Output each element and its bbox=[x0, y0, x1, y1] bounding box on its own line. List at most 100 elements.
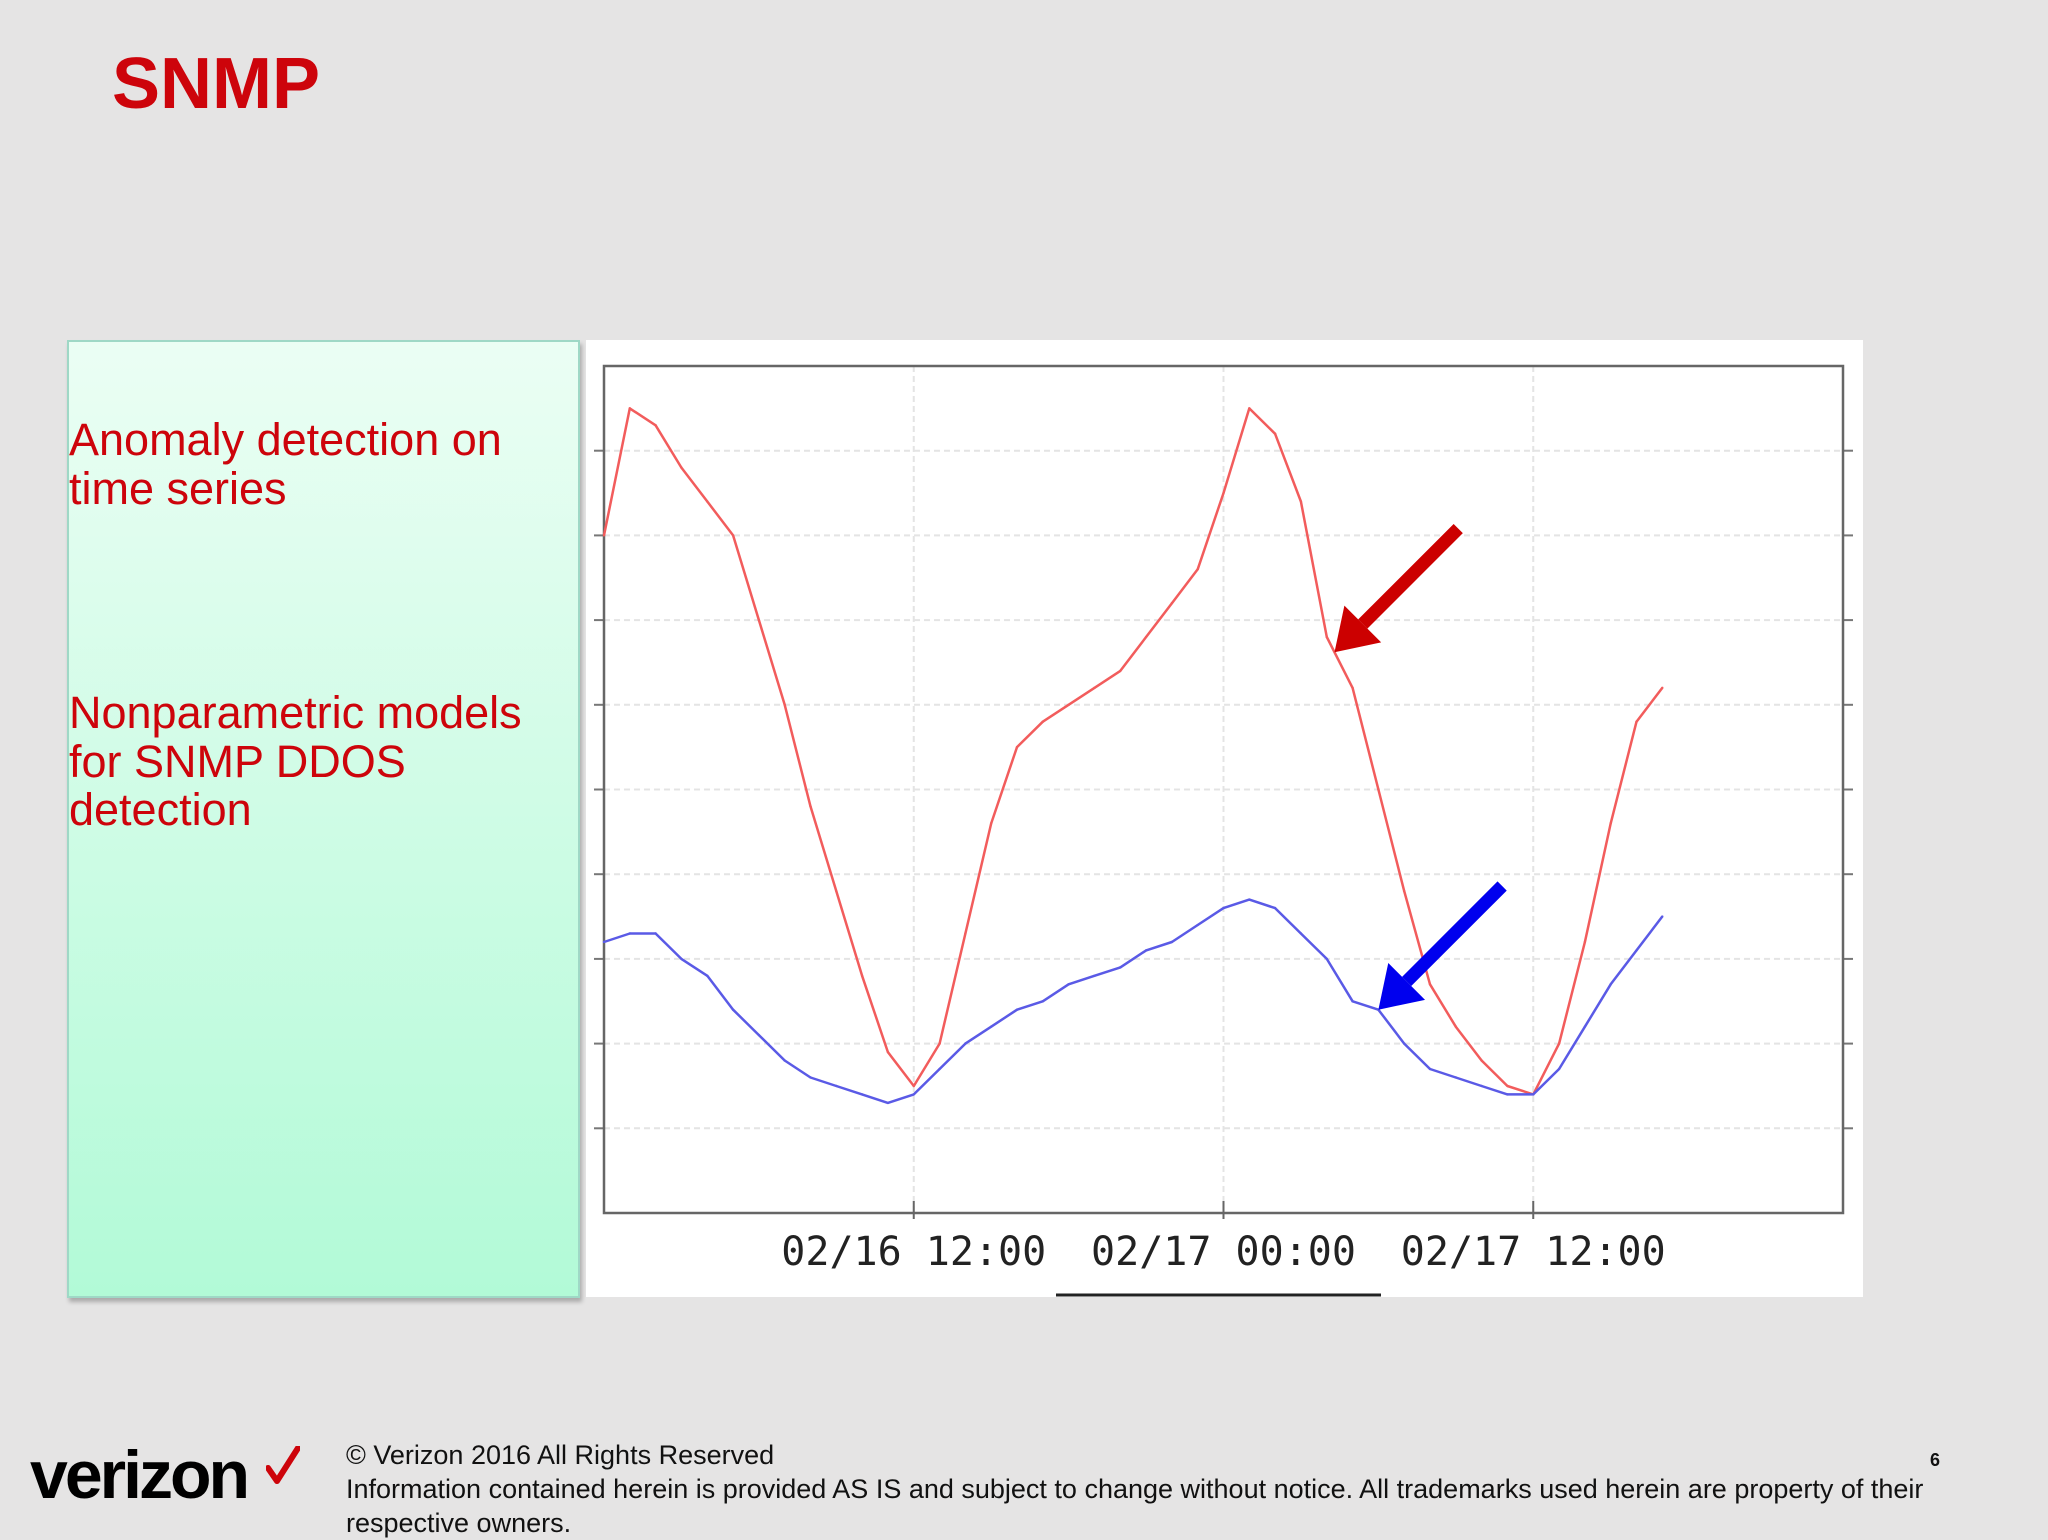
data-point bbox=[654, 424, 657, 427]
data-point bbox=[1661, 686, 1664, 690]
data-point bbox=[1144, 949, 1148, 952]
data-point bbox=[1041, 720, 1045, 723]
series-line-red bbox=[602, 407, 1664, 1096]
data-point bbox=[1170, 601, 1174, 605]
data-point bbox=[1557, 1067, 1561, 1071]
data-point bbox=[602, 940, 606, 944]
data-point bbox=[757, 1033, 761, 1037]
verizon-logo: verizon bbox=[30, 1438, 300, 1518]
data-point bbox=[654, 932, 657, 935]
x-tick-label: 02/17 00:00 bbox=[1091, 1229, 1356, 1275]
text-panel: Anomaly detection on time series Nonpara… bbox=[67, 340, 580, 1298]
data-point bbox=[680, 466, 683, 469]
data-point bbox=[860, 974, 864, 978]
data-point bbox=[1222, 906, 1225, 910]
data-point bbox=[989, 1025, 993, 1028]
data-point bbox=[1273, 906, 1277, 910]
time-series-chart: 02/16 12:00 02/17 00:00 02/17 12:00 bbox=[586, 340, 1863, 1297]
data-point bbox=[1196, 568, 1199, 571]
x-tick-label: 02/17 12:00 bbox=[1401, 1229, 1666, 1275]
data-point bbox=[1454, 1076, 1458, 1079]
data-point bbox=[1454, 1025, 1458, 1028]
data-point bbox=[1532, 1093, 1535, 1096]
data-point bbox=[783, 1059, 786, 1062]
data-point bbox=[1299, 500, 1303, 503]
data-point bbox=[602, 534, 606, 537]
data-point bbox=[1635, 949, 1638, 952]
logo-wordmark: verizon bbox=[30, 1437, 250, 1513]
data-point bbox=[1196, 923, 1199, 927]
page-number: 6 bbox=[1930, 1450, 1941, 1470]
data-point bbox=[809, 805, 812, 808]
data-point bbox=[1248, 898, 1251, 901]
data-point bbox=[1119, 966, 1122, 969]
data-point bbox=[1506, 1093, 1509, 1096]
data-point bbox=[1635, 720, 1638, 723]
data-point bbox=[1015, 745, 1019, 749]
data-point bbox=[1325, 957, 1328, 961]
data-point bbox=[1609, 983, 1612, 986]
data-point bbox=[680, 957, 683, 961]
x-tick-label: 02/16 12:00 bbox=[781, 1229, 1046, 1275]
bullet-anomaly-detection: Anomaly detection on time series bbox=[69, 414, 502, 514]
slide-title: SNMP bbox=[112, 44, 321, 124]
data-point bbox=[1067, 983, 1070, 986]
data-point bbox=[912, 1093, 915, 1096]
data-point bbox=[1609, 822, 1612, 825]
data-point bbox=[1480, 1059, 1483, 1062]
data-point bbox=[1583, 1025, 1587, 1028]
data-point bbox=[1506, 1084, 1509, 1088]
footer-legal: © Verizon 2016 All Rights Reserved Infor… bbox=[346, 1438, 1966, 1540]
copyright-text: © Verizon 2016 All Rights Reserved bbox=[346, 1440, 775, 1470]
data-point bbox=[1351, 686, 1354, 690]
data-point bbox=[886, 1050, 890, 1054]
data-point bbox=[809, 1076, 812, 1079]
data-point bbox=[1222, 491, 1225, 495]
data-point bbox=[886, 1101, 890, 1105]
data-point bbox=[731, 534, 735, 537]
data-point bbox=[1273, 432, 1277, 435]
data-point bbox=[860, 1093, 864, 1096]
data-point bbox=[1093, 974, 1096, 978]
data-point bbox=[1480, 1084, 1483, 1088]
data-point bbox=[628, 407, 632, 410]
data-point bbox=[731, 1008, 735, 1011]
chart-svg: 02/16 12:00 02/17 00:00 02/17 12:00 bbox=[594, 364, 1853, 1297]
data-point bbox=[1557, 1042, 1561, 1045]
data-point bbox=[783, 703, 786, 706]
data-point bbox=[1377, 788, 1380, 791]
data-point bbox=[964, 1042, 967, 1045]
data-point bbox=[1428, 1067, 1432, 1071]
data-point bbox=[1093, 686, 1096, 690]
disclaimer-text: Information contained herein is provided… bbox=[346, 1474, 1924, 1538]
data-point bbox=[1015, 1008, 1019, 1011]
blue-arrow-icon bbox=[1378, 881, 1507, 1010]
data-point bbox=[1144, 635, 1148, 639]
data-point bbox=[1661, 915, 1664, 918]
data-point bbox=[628, 932, 632, 935]
data-point bbox=[706, 974, 709, 978]
data-point bbox=[1402, 1042, 1406, 1045]
data-point bbox=[1351, 1000, 1354, 1003]
data-point bbox=[1583, 940, 1587, 944]
data-point bbox=[989, 822, 993, 825]
data-point bbox=[835, 1084, 838, 1088]
data-point bbox=[1248, 407, 1251, 410]
data-point bbox=[1299, 932, 1303, 935]
data-point bbox=[835, 889, 838, 893]
data-point bbox=[1119, 669, 1122, 673]
check-mark-icon bbox=[266, 1446, 300, 1484]
bullet-nonparametric-models: Nonparametric models for SNMP DDOS detec… bbox=[69, 687, 522, 836]
data-point bbox=[912, 1084, 915, 1088]
data-point bbox=[757, 618, 761, 622]
data-point bbox=[964, 932, 967, 935]
series-line-blue bbox=[603, 898, 1664, 1105]
red-arrow-icon bbox=[1334, 523, 1463, 653]
data-point bbox=[1067, 703, 1070, 706]
data-point bbox=[706, 500, 709, 503]
data-point bbox=[1325, 635, 1328, 639]
data-point bbox=[938, 1067, 941, 1071]
data-point bbox=[1170, 940, 1174, 944]
data-point bbox=[1041, 1000, 1045, 1003]
data-point bbox=[1428, 983, 1432, 986]
